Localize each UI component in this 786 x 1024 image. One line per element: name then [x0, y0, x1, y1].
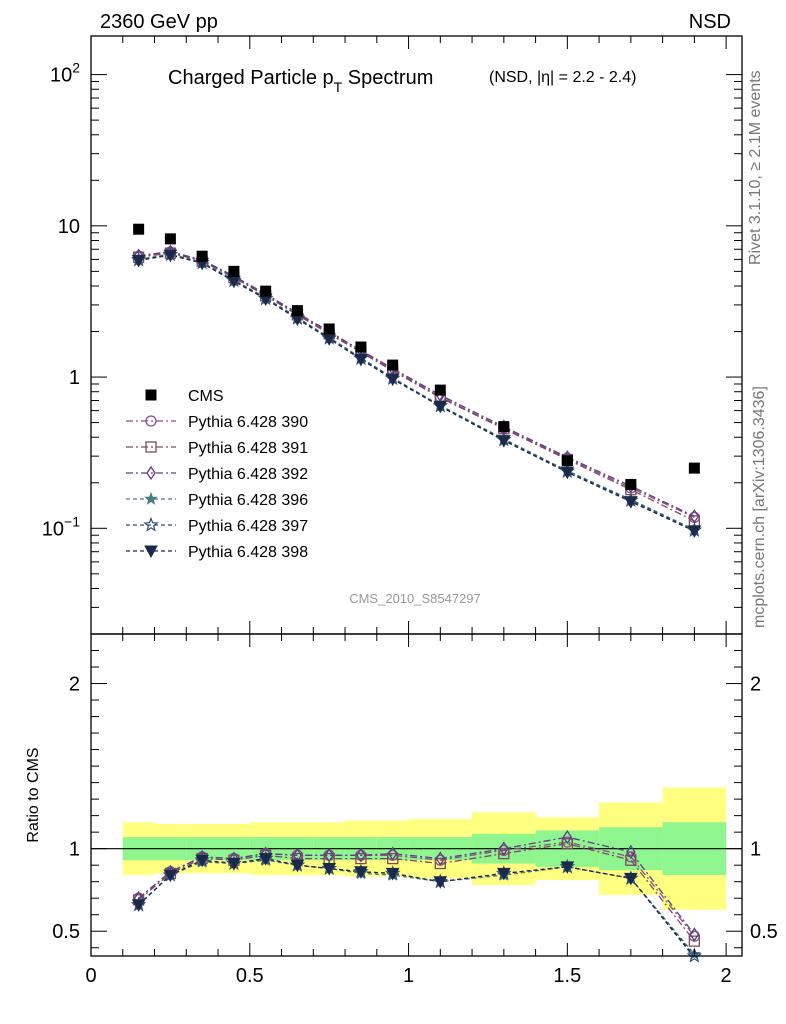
mc-point-ratio — [626, 844, 636, 860]
mc-point-ratio — [433, 876, 448, 889]
mc-point-ratio — [163, 869, 178, 883]
legend-label: Pythia 6.428 390 — [188, 414, 308, 431]
mc-point-ratio — [686, 947, 703, 963]
mc-point-ratio — [688, 935, 701, 947]
mc-point-main — [496, 435, 511, 448]
mc-point-ratio — [625, 854, 637, 866]
mc-point-ratio — [560, 861, 575, 874]
mc-point-main — [624, 496, 638, 509]
mc-point-ratio — [355, 852, 367, 865]
mc-point-main — [687, 525, 702, 539]
legend-marker-cms — [145, 389, 157, 401]
mc-point-main — [131, 254, 146, 268]
legend-marker — [145, 441, 157, 453]
mc-point-ratio — [499, 841, 509, 856]
data-point — [260, 285, 272, 297]
rivet-label: Rivet 3.1.10, ≥ 2.1M events — [747, 70, 764, 265]
markers — [130, 223, 703, 963]
y-tick-label-ratio-right: 0.5 — [750, 921, 778, 943]
data-point — [228, 265, 240, 277]
legend-label: Pythia 6.428 391 — [188, 440, 308, 457]
mc-point-ratio — [227, 858, 241, 871]
data-point — [561, 455, 573, 467]
legend-label: Pythia 6.428 392 — [188, 466, 308, 483]
x-tick-label: 0 — [85, 965, 96, 987]
data-point — [498, 421, 510, 433]
mc-point-ratio — [290, 859, 305, 873]
mc-line-ratio-5 — [138, 857, 694, 956]
mc-point-ratio — [322, 862, 337, 876]
mc-point-ratio — [496, 867, 511, 881]
mc-point-ratio — [562, 829, 573, 845]
data-point — [291, 305, 303, 317]
mc-point-ratio — [385, 867, 400, 881]
mc-point-ratio — [498, 847, 510, 860]
mc-point-ratio — [258, 853, 273, 866]
legend-marker — [144, 491, 158, 505]
y-tick-label-ratio: 2 — [69, 674, 80, 696]
y-tick-label-main: 10−1 — [42, 513, 80, 540]
mc-point-main — [560, 466, 575, 480]
legend-label: Pythia 6.428 397 — [188, 518, 308, 535]
mc-point-main — [433, 400, 448, 414]
data-point — [133, 223, 145, 235]
mc-point-ratio — [624, 872, 638, 886]
mc-point-ratio — [195, 854, 209, 868]
mc-point-ratio — [131, 899, 146, 912]
analysis-watermark: CMS_2010_S8547297 — [349, 591, 481, 606]
data-point — [387, 359, 399, 371]
mc-point-main — [354, 353, 368, 367]
legend-marker — [145, 415, 157, 427]
legend-marker — [146, 465, 156, 481]
mc-point-ratio — [689, 927, 700, 942]
mc-point-ratio — [435, 851, 446, 866]
mc-point-main — [385, 373, 400, 387]
process-label: NSD — [689, 11, 731, 33]
y-tick-label-main: 10 — [58, 216, 80, 238]
data-point — [625, 478, 637, 490]
data-point — [196, 250, 208, 262]
mc-point-ratio — [387, 846, 398, 861]
mc-point-ratio — [434, 857, 446, 870]
exp: 2 — [72, 60, 80, 76]
y-tick-label-ratio: 0.5 — [52, 921, 80, 943]
mc-point-ratio — [354, 866, 368, 879]
energy-label: 2360 GeV pp — [100, 11, 218, 33]
y-tick-label-ratio-right: 2 — [750, 674, 761, 696]
mc-point-ratio — [356, 848, 366, 863]
x-tick-label: 1 — [403, 965, 414, 987]
x-tick-label: 0.5 — [236, 965, 264, 987]
plot-title-small: (NSD, |η| = 2.2 - 2.4) — [489, 69, 636, 86]
data-point — [434, 384, 446, 396]
data-point — [323, 323, 335, 335]
legend-label: Pythia 6.428 396 — [188, 492, 308, 509]
y-tick-label-ratio: 1 — [69, 839, 80, 861]
plot-title: Charged Particle pT Spectrum — [168, 67, 433, 95]
mc-point-main — [163, 249, 178, 263]
legend-marker — [143, 516, 159, 532]
ratio-frame — [90, 633, 743, 957]
data-point — [355, 341, 367, 353]
legend: CMS Pythia 6.428 390 Pythia 6.428 391 Pythi… — [126, 388, 308, 561]
y-tick-label-main: 102 — [50, 60, 80, 87]
x-tick-label: 1.5 — [553, 965, 581, 987]
y-tick-label-main: 1 — [69, 367, 80, 389]
x-tick-label: 2 — [721, 965, 732, 987]
exp: −1 — [64, 513, 80, 529]
legend-label: Pythia 6.428 398 — [188, 544, 308, 561]
legend-label-cms: CMS — [188, 388, 224, 405]
data-point — [164, 233, 176, 245]
y-tick-label-ratio-right: 1 — [750, 839, 761, 861]
legend-marker — [144, 545, 158, 559]
mc-point-ratio — [561, 838, 573, 850]
data-point — [688, 462, 700, 474]
mcplots-label: mcplots.cern.ch [arXiv:1306.3436] — [751, 386, 768, 628]
ratio-y-axis-label: Ratio to CMS — [25, 747, 42, 842]
ratio-uncertainty-bands — [91, 787, 742, 910]
mc-point-ratio — [387, 852, 399, 865]
